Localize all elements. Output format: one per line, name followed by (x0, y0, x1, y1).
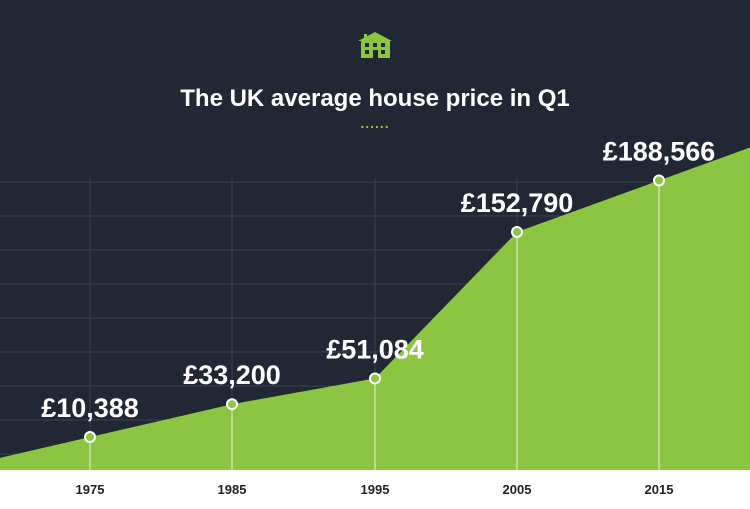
data-marks: £10,388 1975 £33,200 1985 £51,084 1995 £152,79… (41, 136, 715, 497)
data-point (84, 431, 96, 444)
data-label: £10,388 (41, 393, 139, 423)
data-label: £152,790 (461, 188, 574, 218)
data-label: £33,200 (183, 360, 281, 390)
x-tick-label: 1995 (361, 482, 390, 497)
area-series (0, 147, 750, 470)
chart-title: The UK average house price in Q1 (180, 85, 569, 112)
data-label: £188,566 (603, 136, 716, 166)
title-divider: ...... (360, 115, 389, 131)
x-tick-label: 1985 (218, 482, 247, 497)
x-tick-label: 1975 (76, 482, 105, 497)
x-tick-label: 2015 (645, 482, 674, 497)
data-point (653, 174, 665, 187)
house-icon (358, 32, 392, 58)
data-point (369, 372, 381, 385)
data-point (226, 398, 238, 411)
axis-strip (0, 470, 750, 504)
data-label: £51,084 (326, 334, 424, 364)
data-point (511, 225, 523, 238)
x-tick-label: 2005 (503, 482, 532, 497)
